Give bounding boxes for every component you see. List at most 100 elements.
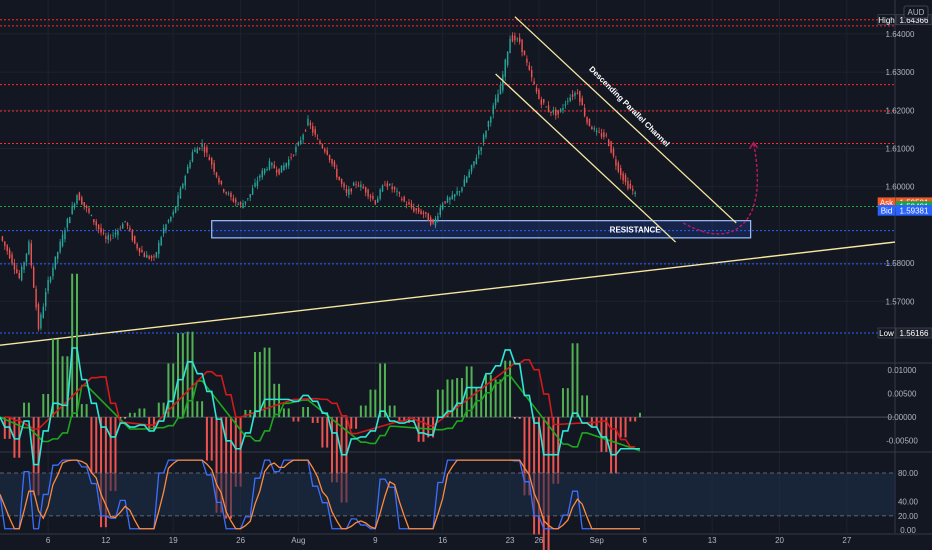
macd-histogram-bar	[162, 402, 165, 418]
candle-body	[535, 87, 538, 92]
candle-body	[158, 242, 160, 254]
macd-histogram-bar	[263, 347, 266, 418]
candle-body	[521, 39, 523, 53]
macd-histogram-bar	[177, 333, 180, 418]
macd-histogram-bar	[143, 408, 146, 418]
candle-body	[348, 189, 350, 195]
macd-histogram-bar	[244, 409, 247, 418]
time-tick-label: 27	[842, 536, 851, 545]
price-tag-label-bg	[877, 205, 896, 216]
candle-body	[141, 249, 143, 253]
candle-body	[134, 235, 136, 244]
macd-histogram-bar	[393, 405, 396, 418]
candle-body	[528, 65, 531, 70]
candle-body	[624, 175, 627, 183]
candle-body	[66, 218, 69, 228]
candle-body	[287, 159, 290, 166]
projection-arrow[interactable]	[682, 141, 759, 235]
macd-histogram-bar	[638, 412, 641, 418]
candle-body	[360, 184, 362, 188]
resistance-zone[interactable]: RESISTANCE	[211, 220, 752, 239]
macd-histogram-bar	[234, 417, 237, 487]
macd-histogram-bar	[379, 363, 382, 418]
candle-body	[225, 191, 227, 194]
resistance-zone-rect[interactable]	[211, 220, 752, 239]
candle-body	[302, 134, 304, 140]
candle-body	[319, 141, 321, 145]
candle-body	[283, 165, 285, 171]
macd-histogram-bar	[504, 360, 507, 418]
candle-body	[377, 198, 379, 203]
price-tags: High1.64366Ask1.595011.59481Bid1.59381Lo…	[877, 14, 932, 339]
candle-body	[37, 304, 40, 330]
price-tick-label: 1.58000	[886, 259, 915, 268]
macd-histogram-bar	[61, 356, 64, 418]
macd-histogram-bar	[282, 408, 285, 418]
macd-histogram-bar	[32, 417, 35, 496]
macd-histogram-bar	[27, 402, 30, 418]
candle-body	[398, 192, 401, 194]
price-tick-label: 1.60000	[886, 183, 915, 192]
candle-body	[170, 216, 172, 221]
candle-body	[35, 288, 37, 308]
macd-histogram-bar	[460, 378, 463, 418]
price-axis[interactable]: 1.64000 1.63000 1.62000 1.61000 1.60000 1.580…	[886, 30, 919, 535]
candle-body	[499, 84, 502, 95]
candle-body	[576, 93, 579, 94]
candle-body	[571, 94, 574, 97]
candle-body	[326, 150, 328, 155]
macd-histogram-bar	[56, 338, 59, 418]
candle-body	[165, 224, 167, 231]
candle-body	[480, 147, 482, 151]
candle-body	[285, 162, 288, 168]
ascending-trendline[interactable]	[0, 241, 896, 346]
macd-histogram-bar	[614, 417, 617, 474]
candle-body	[331, 159, 333, 164]
time-axis[interactable]: 6 12 19 26 Aug 9 16 23 26 Sep 6 13 20 27	[46, 536, 852, 545]
candle-body	[11, 254, 13, 264]
macd-histogram-bar	[239, 417, 242, 487]
candle-body	[314, 129, 316, 135]
time-tick-label: 13	[708, 536, 717, 545]
candle-body	[581, 98, 583, 106]
macd-histogram-bar	[489, 375, 492, 418]
price-tag-label: Bid	[881, 206, 893, 215]
macd-histogram-bar	[494, 379, 497, 418]
macd-histogram-bar	[167, 363, 170, 418]
stoch-band	[0, 473, 895, 516]
grid-lines	[0, 0, 895, 533]
candle-body	[307, 118, 309, 126]
candle-body	[268, 160, 271, 170]
candle-body	[47, 279, 49, 292]
candle-body	[432, 219, 434, 224]
candle-body	[405, 204, 408, 206]
candle-body	[470, 164, 473, 172]
candle-body	[456, 191, 458, 195]
candle-body	[487, 121, 490, 128]
candle-body	[247, 198, 249, 200]
candle-body	[607, 139, 610, 147]
candle-body	[569, 97, 571, 102]
candle-body	[374, 200, 377, 205]
candle-body	[350, 188, 352, 192]
candle-body	[107, 235, 109, 240]
macd-histogram-bar	[480, 388, 483, 418]
macd-histogram-bar	[528, 417, 531, 496]
candle-body	[562, 107, 564, 111]
candle-body	[71, 205, 73, 215]
candle-body	[312, 126, 314, 133]
macd-tick-label: 0.00500	[888, 390, 917, 399]
candle-body	[172, 211, 174, 216]
macd-histogram-bar	[499, 379, 502, 418]
macd-histogram-bar	[624, 417, 627, 438]
candle-body	[497, 93, 499, 103]
macd-histogram-bar	[181, 333, 184, 418]
candle-body	[600, 133, 603, 137]
candle-body	[81, 197, 83, 205]
candle-body	[453, 194, 456, 197]
price-tag-value: 1.59381	[900, 206, 929, 215]
channel-lower-line	[495, 73, 677, 243]
macd-signal-line-red	[4, 359, 636, 448]
descending-channel[interactable]: Descending Parallel Channel	[495, 16, 737, 243]
